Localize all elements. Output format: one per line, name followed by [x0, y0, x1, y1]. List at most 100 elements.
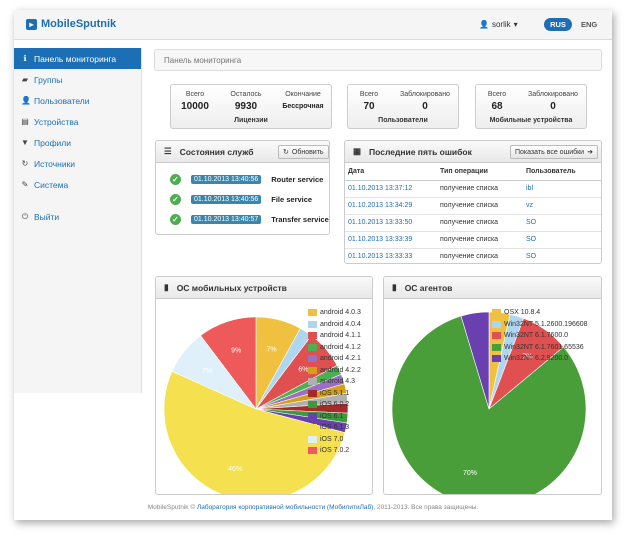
- refresh-button[interactable]: ↻ Обновить: [278, 145, 329, 159]
- footer-brand: MobileSputnik ©: [147, 504, 196, 511]
- legend-item[interactable]: iOS 5.1.1: [308, 388, 361, 400]
- stat-label: Всего: [359, 91, 379, 98]
- slice-label: 7%: [522, 353, 532, 360]
- panel-title: Состояния служб: [179, 146, 254, 157]
- stat-value: 70: [363, 101, 375, 112]
- legend-item[interactable]: android 4.1.1: [308, 330, 361, 342]
- error-user-link[interactable]: SO: [523, 214, 601, 232]
- legend-swatch: [492, 332, 501, 340]
- legend-swatch: [492, 309, 501, 317]
- column-header: Тип операции: [437, 163, 523, 181]
- sidebar-item-devices[interactable]: ▤ Устройства: [14, 111, 141, 132]
- lang-rus-button[interactable]: RUS: [544, 18, 572, 31]
- agent-os-panel-header: ▮ ОС агентов: [384, 277, 601, 299]
- legend-item[interactable]: android 4.2.1: [308, 353, 361, 365]
- bar-chart-icon: ▮: [164, 282, 169, 292]
- legend-label: android 4.0.4: [320, 320, 361, 328]
- error-date-link[interactable]: 01.10.2013 13:33:50: [345, 214, 437, 232]
- user-menu[interactable]: 👤 sorlik ▾: [479, 20, 518, 29]
- legend-item[interactable]: android 4.2.2: [308, 365, 361, 377]
- stat-value: Бессрочная: [282, 103, 324, 110]
- legend-swatch: [308, 309, 317, 317]
- caret-down-icon: ▾: [513, 20, 518, 29]
- sidebar-item-label: Группы: [34, 74, 63, 85]
- pie-slice[interactable]: [391, 315, 587, 495]
- legend-label: android 4.3: [320, 378, 356, 386]
- legend-swatch: [308, 355, 317, 363]
- error-date-link[interactable]: 01.10.2013 13:33:39: [345, 231, 437, 249]
- slice-label: 9%: [231, 348, 241, 355]
- legend-item[interactable]: iOS 6.1: [308, 411, 361, 423]
- legend-item[interactable]: OSX 10.8.4: [492, 307, 588, 319]
- legend-item[interactable]: Win32NT 6.2.9200.0: [492, 353, 588, 365]
- slice-label: 7%: [266, 346, 276, 353]
- error-user-link[interactable]: SO: [523, 231, 601, 249]
- sidebar-item-profiles[interactable]: ▼ Профили: [14, 132, 141, 153]
- sidebar-item-sources[interactable]: ↻ Источники: [14, 153, 141, 174]
- logo[interactable]: ▸ MobileSputnik: [26, 18, 116, 30]
- column-header: Дата: [345, 163, 437, 181]
- legend-label: android 4.2.1: [320, 355, 361, 363]
- slice-label: 46%: [228, 466, 242, 473]
- service-row: ✓ 01.10.2013 13:40:56 File service: [170, 194, 312, 205]
- error-operation: получение списка: [437, 180, 523, 198]
- legend-label: Win32NT 6.2.9200.0: [504, 355, 569, 363]
- service-timestamp: 01.10.2013 13:40:56: [191, 195, 262, 204]
- pie-slice[interactable]: [460, 311, 490, 410]
- show-all-errors-button[interactable]: Показать все ошибки ➜: [510, 145, 598, 159]
- legend-item[interactable]: android 4.1.2: [308, 342, 361, 354]
- error-user-link[interactable]: ibl: [523, 180, 601, 198]
- error-date-link[interactable]: 01.10.2013 13:37:12: [345, 180, 437, 198]
- info-icon: ℹ: [23, 54, 27, 63]
- error-operation: получение списка: [437, 248, 523, 263]
- sidebar-item-users[interactable]: 👤 Пользователи: [14, 90, 141, 111]
- legend-item[interactable]: android 4.0.3: [308, 307, 361, 319]
- legend-swatch: [308, 447, 317, 455]
- sidebar-item-logout[interactable]: ⏻ Выйти: [14, 206, 141, 227]
- stat-caption: Пользователи: [378, 117, 428, 124]
- legend-item[interactable]: iOS 7.0.2: [308, 445, 361, 457]
- check-icon: ✓: [170, 194, 181, 205]
- logo-icon: ▸: [26, 18, 37, 30]
- legend-item[interactable]: Win32NT 5.1.2600.196608: [492, 319, 588, 331]
- stat-label: Заблокировано: [400, 91, 450, 98]
- slice-label: 6%: [298, 366, 308, 373]
- legend-swatch: [308, 332, 317, 340]
- legend-label: OSX 10.8.4: [504, 309, 541, 317]
- arrow-right-icon: ➜: [587, 149, 593, 156]
- footer: MobileSputnik © Лаборатория корпоративно…: [14, 504, 612, 511]
- legend-label: iOS 6.0.2: [320, 401, 350, 409]
- footer-link[interactable]: Лаборатория корпоративной мобильности (М…: [196, 504, 374, 511]
- legend-item[interactable]: iOS 6.1.3: [308, 422, 361, 434]
- legend-label: android 4.1.2: [320, 343, 361, 351]
- lang-eng-button[interactable]: ENG: [581, 20, 598, 29]
- pie-slice[interactable]: [163, 370, 346, 495]
- error-date-link[interactable]: 01.10.2013 13:34:29: [345, 197, 437, 215]
- stat-value: 10000: [181, 101, 209, 112]
- legend-item[interactable]: iOS 6.0.2: [308, 399, 361, 411]
- mobile-os-chart-panel: ▮ ОС мобильных устройств 7% 6% 46% 7% 9% andr…: [155, 276, 373, 495]
- legend-item[interactable]: iOS 7.0: [308, 434, 361, 446]
- service-name: Router service: [271, 175, 324, 184]
- legend-item[interactable]: Win32NT 6.1.7601.65536: [492, 342, 588, 354]
- sidebar-item-dashboard[interactable]: ℹ Панель мониторинга: [14, 48, 141, 69]
- sidebar: ℹ Панель мониторинга ▰ Группы 👤 Пользовател…: [14, 48, 142, 393]
- error-user-link[interactable]: vz: [523, 197, 601, 215]
- legend-item[interactable]: Win32NT 6.1.7600.0: [492, 330, 588, 342]
- legend-swatch: [308, 435, 317, 443]
- error-user-link[interactable]: SO: [523, 248, 601, 263]
- legend-label: Win32NT 6.1.7600.0: [504, 332, 569, 340]
- errors-panel: ▦ Последние пять ошибок Показать все ошиб…: [344, 140, 602, 264]
- sidebar-item-system[interactable]: ✎ Система: [14, 174, 141, 195]
- check-icon: ✓: [170, 174, 181, 185]
- sidebar-item-groups[interactable]: ▰ Группы: [14, 69, 141, 90]
- service-name: File service: [271, 195, 313, 204]
- table-icon: ▦: [353, 146, 362, 156]
- services-panel: ☰ Состояния служб ↻ Обновить ✓ 01.10.2013 1…: [155, 140, 330, 235]
- pie-slice[interactable]: [200, 316, 257, 410]
- user-icon: 👤: [479, 20, 489, 29]
- legend-item[interactable]: android 4.0.4: [308, 319, 361, 331]
- service-name: Transfer service: [271, 215, 329, 224]
- error-date-link[interactable]: 01.10.2013 13:33:33: [345, 248, 437, 263]
- legend-item[interactable]: android 4.3: [308, 376, 361, 388]
